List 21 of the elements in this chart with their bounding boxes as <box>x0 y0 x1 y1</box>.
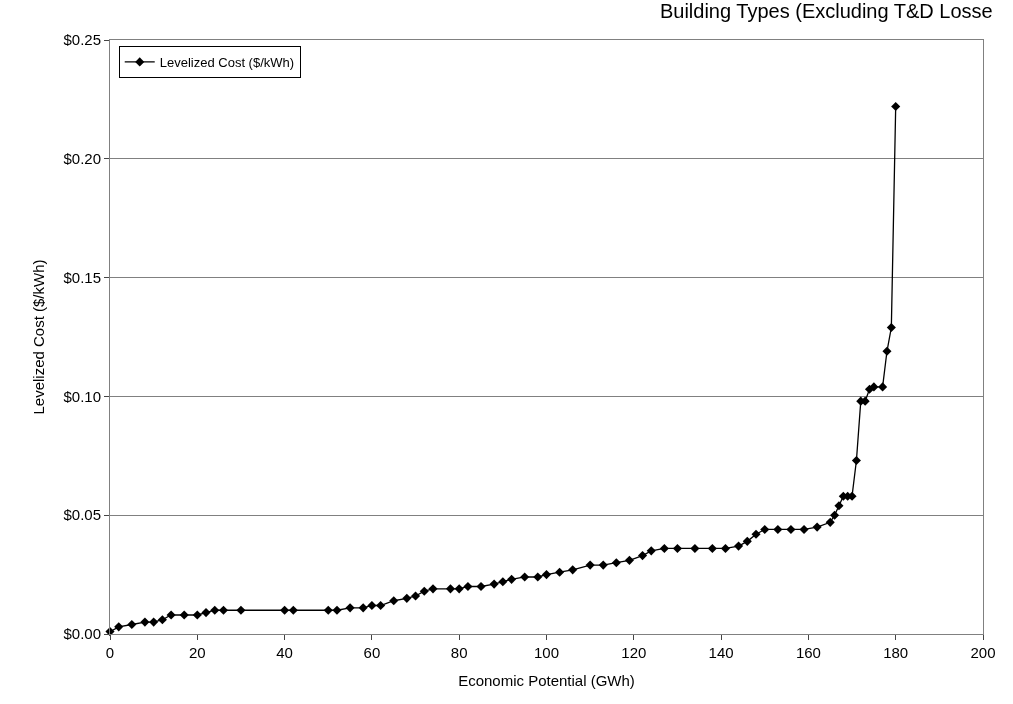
legend-label: Levelized Cost ($/kWh) <box>159 54 295 70</box>
x-tick-label: 80 <box>450 644 468 661</box>
y-tick-label: $0.00 <box>63 625 101 643</box>
y-axis-title: Levelized Cost ($/kWh) <box>29 259 47 415</box>
x-tick-label: 60 <box>363 644 381 661</box>
x-tick-label: 20 <box>188 644 206 661</box>
x-tick-label: 200 <box>970 644 996 661</box>
x-tick-label: 180 <box>883 644 909 661</box>
x-tick-label: 0 <box>105 644 115 661</box>
x-tick-label: 100 <box>533 644 560 661</box>
x-tick-label: 160 <box>795 644 821 661</box>
y-tick-label: $0.05 <box>63 506 101 524</box>
x-axis-title: Economic Potential (GWh) <box>458 672 635 689</box>
x-tick-label: 120 <box>621 644 647 661</box>
x-tick-label: 40 <box>276 644 293 661</box>
chart-title: Building Types (Excluding T&D Losse <box>659 0 993 22</box>
y-tick-label: $0.20 <box>63 150 101 168</box>
y-tick-label: $0.25 <box>63 31 101 49</box>
y-tick-label: $0.15 <box>63 268 101 286</box>
y-tick-label: $0.10 <box>63 387 101 405</box>
x-tick-label: 140 <box>708 644 734 661</box>
